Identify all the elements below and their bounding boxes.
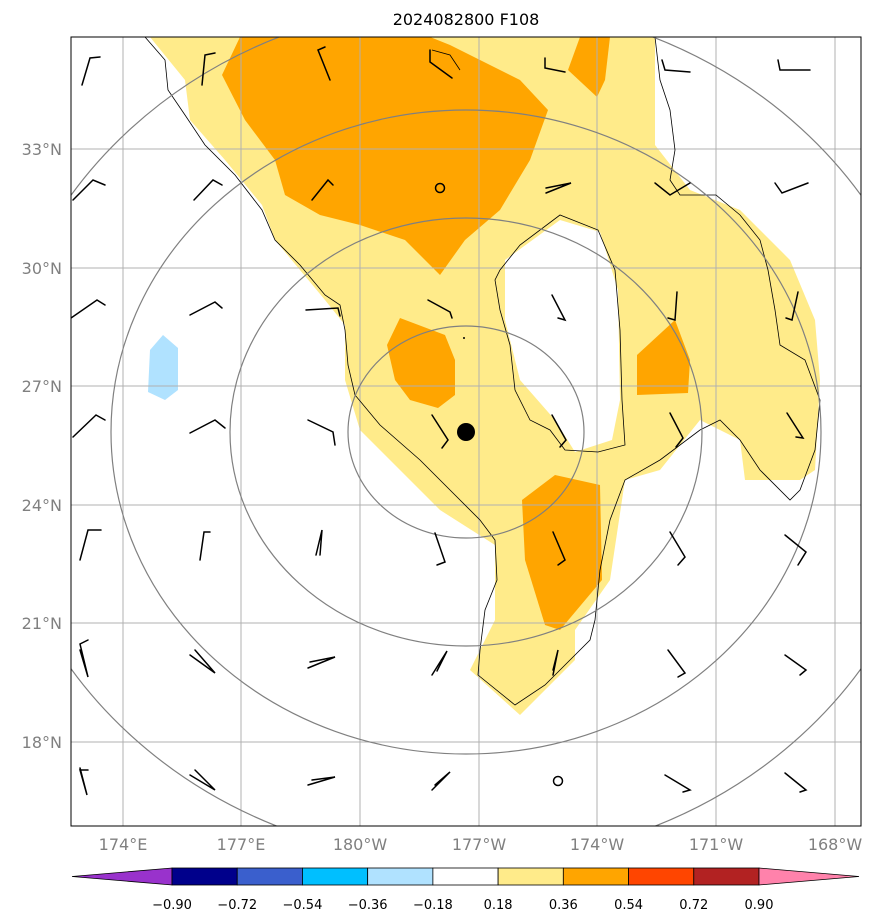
lon-label: 174°E xyxy=(99,835,148,854)
lat-label: 30°N xyxy=(22,259,62,278)
colorbar-tick-label: −0.90 xyxy=(152,898,192,913)
colorbar-tick-label: −0.18 xyxy=(413,898,453,913)
wind-barbs xyxy=(71,46,811,796)
colorbar-tick-label: 0.18 xyxy=(484,898,513,913)
colorbar-segment xyxy=(302,867,369,886)
colorbar-ticks: −0.90 −0.72 −0.54 −0.36 −0.18 0.18 0.36 0.54 0.7… xyxy=(152,898,773,913)
graticule xyxy=(71,37,861,826)
lon-labels: 174°E 177°E 180°W 177°W 174°W 171°W 168°… xyxy=(99,835,863,854)
storm-center-marker xyxy=(457,423,475,441)
colorbar-segment xyxy=(693,867,760,886)
map-area xyxy=(71,37,861,826)
lon-label: 168°W xyxy=(808,835,863,854)
anomaly-orange-east xyxy=(637,320,690,395)
colorbar-tick-label: 0.54 xyxy=(614,898,643,913)
contours xyxy=(144,37,821,706)
colorbar-segment xyxy=(432,867,499,886)
map-frame xyxy=(70,36,862,827)
lat-label: 21°N xyxy=(22,614,62,633)
colorbar-tick-label: −0.36 xyxy=(348,898,388,913)
colorbar-tick-label: 0.90 xyxy=(745,898,774,913)
colorbar-tick-label: −0.72 xyxy=(217,898,257,913)
lat-label: 18°N xyxy=(22,733,62,752)
calm-marker xyxy=(434,182,446,194)
colorbar-tick-label: 0.36 xyxy=(549,898,578,913)
colorbar-tick-label: 0.72 xyxy=(679,898,708,913)
colorbar-extend-high xyxy=(758,867,860,886)
colorbar-segment xyxy=(236,867,303,886)
colorbar-extend-low xyxy=(71,867,173,886)
colorbar-segment xyxy=(562,867,629,886)
colorbar xyxy=(71,867,860,886)
colorbar-segment xyxy=(497,867,564,886)
map-title: 2024082800 F108 xyxy=(392,10,540,29)
lon-label: 177°W xyxy=(452,835,507,854)
colorbar-segment xyxy=(171,867,238,886)
anomaly-hole xyxy=(505,220,620,452)
colorbar-tick-label: −0.54 xyxy=(283,898,323,913)
anomaly-light-blue xyxy=(148,335,178,400)
colorbar-segment xyxy=(367,867,434,886)
lat-labels: 33°N 30°N 27°N 24°N 21°N 18°N xyxy=(22,140,62,752)
anomaly-orange-northeast xyxy=(568,37,610,97)
lat-label: 27°N xyxy=(22,377,62,396)
lon-label: 180°W xyxy=(333,835,388,854)
lat-label: 33°N xyxy=(22,140,62,159)
lon-label: 174°W xyxy=(570,835,625,854)
anomaly-orange-north xyxy=(222,37,548,275)
range-rings xyxy=(71,37,861,826)
tiny-dot xyxy=(463,337,465,339)
colorbar-segment xyxy=(628,867,695,886)
lat-label: 24°N xyxy=(22,496,62,515)
lon-label: 177°E xyxy=(217,835,266,854)
calm-marker xyxy=(552,775,564,787)
lon-label: 171°W xyxy=(689,835,744,854)
